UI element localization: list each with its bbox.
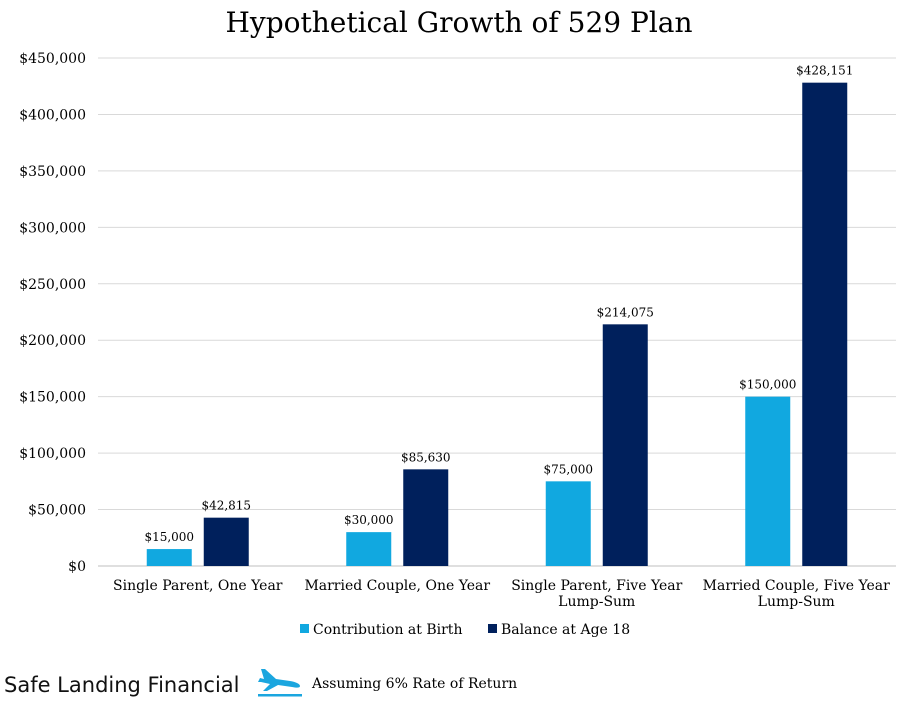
chart-area: Hypothetical Growth of 529 Plan $0 $50,000… (19, 6, 896, 638)
data-label: $30,000 (344, 513, 394, 527)
bar-contribution-at-birth (146, 549, 192, 566)
bar-contribution-at-birth (545, 481, 591, 566)
data-label: $428,151 (796, 64, 853, 78)
y-tick-label: $0 (68, 559, 86, 575)
bar-contribution-at-birth (346, 532, 392, 566)
bar-balance-at-age-18 (802, 82, 848, 566)
y-tick-label: $450,000 (19, 51, 86, 67)
rate-of-return-note: Assuming 6% Rate of Return (312, 676, 518, 692)
x-category-label: Single Parent, One Year (113, 578, 283, 594)
x-category-label: Single Parent, Five Year (511, 578, 682, 594)
footer: Safe Landing Financial Assuming 6% Rate … (0, 660, 900, 710)
y-tick-label: $350,000 (19, 164, 86, 180)
legend-swatch (488, 624, 497, 633)
x-category-label: Married Couple, One Year (304, 578, 490, 594)
y-tick-label: $400,000 (19, 107, 86, 123)
legend-label: Balance at Age 18 (501, 622, 630, 638)
airplane-landing-icon (258, 669, 302, 697)
data-label: $15,000 (144, 530, 194, 544)
x-category-label: Lump-Sum (558, 594, 635, 610)
x-category-label: Married Couple, Five Year (703, 578, 891, 594)
brand-name: Safe Landing Financial (4, 673, 240, 697)
chart-title: Hypothetical Growth of 529 Plan (225, 6, 692, 39)
bar-balance-at-age-18 (403, 469, 449, 566)
y-tick-label: $200,000 (19, 333, 86, 349)
data-label: $150,000 (739, 378, 796, 392)
bar-chart: Hypothetical Growth of 529 Plan $0 $50,000… (19, 6, 896, 638)
y-tick-label: $250,000 (19, 277, 86, 293)
y-tick-label: $300,000 (19, 220, 86, 236)
bar-contribution-at-birth (745, 396, 791, 566)
y-tick-label: $50,000 (28, 503, 86, 519)
y-tick-label: $100,000 (19, 446, 86, 462)
x-category-label: Lump-Sum (758, 594, 835, 610)
data-label: $75,000 (543, 462, 593, 476)
legend-swatch (300, 624, 309, 633)
y-tick-label: $150,000 (19, 390, 86, 406)
data-label: $214,075 (597, 305, 654, 319)
bar-balance-at-age-18 (602, 324, 648, 566)
data-label: $85,630 (401, 450, 451, 464)
data-label: $42,815 (201, 499, 251, 513)
legend-label: Contribution at Birth (313, 622, 462, 638)
bar-balance-at-age-18 (203, 517, 249, 566)
